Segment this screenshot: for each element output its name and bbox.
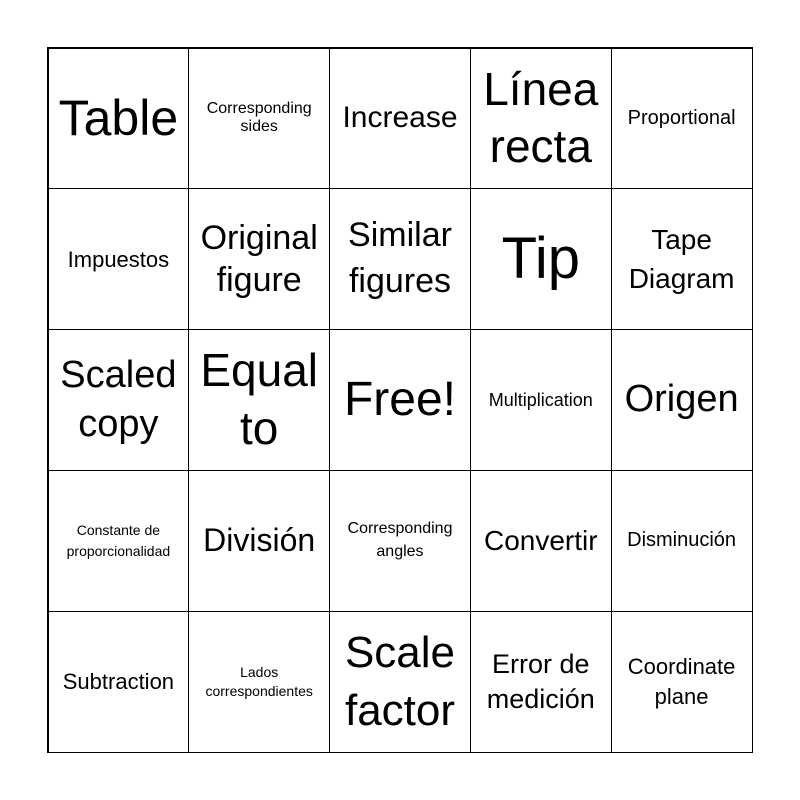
bingo-cell: Equal to xyxy=(188,329,331,471)
bingo-cell: Multiplication xyxy=(469,329,612,471)
bingo-cell: Error de medición xyxy=(469,610,612,753)
bingo-cell: Increase xyxy=(329,47,471,190)
bingo-cell: Convertir xyxy=(469,469,612,612)
bingo-cell: Free! xyxy=(329,329,471,471)
bingo-cell: Constante de proporcionalidad xyxy=(47,469,190,612)
bingo-cell: Tip xyxy=(469,188,612,331)
bingo-cell: Línea recta xyxy=(469,47,612,190)
bingo-cell: Corresponding sides xyxy=(188,47,331,190)
bingo-cell: Disminución xyxy=(610,469,753,612)
bingo-cell: Corresponding angles xyxy=(329,469,471,612)
bingo-cell: Impuestos xyxy=(47,188,190,331)
bingo-cell: Coordinate plane xyxy=(610,610,753,753)
bingo-cell: Scale factor xyxy=(329,610,471,753)
bingo-cell: Table xyxy=(47,47,190,190)
bingo-cell: Subtraction xyxy=(47,610,190,753)
bingo-cell: Original figure xyxy=(188,188,331,331)
bingo-cell: Origen xyxy=(610,329,753,471)
bingo-cell: División xyxy=(188,469,331,612)
bingo-cell: Tape Diagram xyxy=(610,188,753,331)
bingo-cell: Proportional xyxy=(610,47,753,190)
bingo-cell: Scaled copy xyxy=(47,329,190,471)
bingo-cell: Similar figures xyxy=(329,188,471,331)
bingo-card: Table Corresponding sides Increase Línea… xyxy=(47,47,753,753)
bingo-cell: Lados correspondientes xyxy=(188,610,331,753)
